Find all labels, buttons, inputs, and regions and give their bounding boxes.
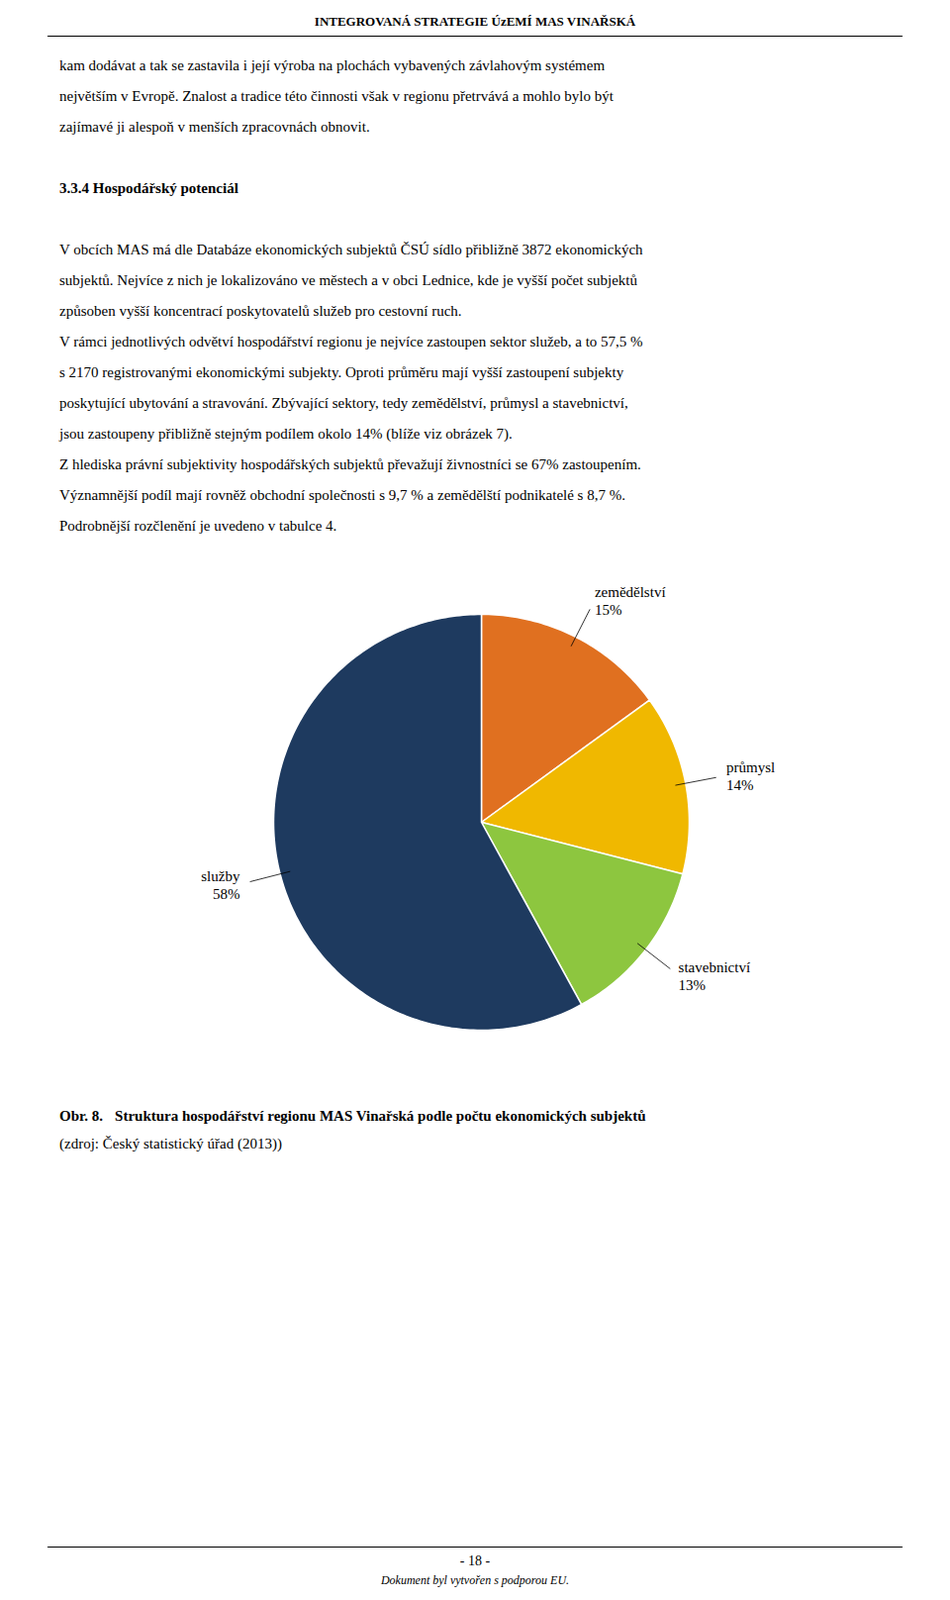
html-text:Struktura hospodářství regionu: Struktura hospodářství regionu MAS Vinař… bbox=[114, 1107, 646, 1124]
html-text:Významnější podíl mají rovněž: Významnější podíl mají rovněž obchodní s… bbox=[59, 486, 626, 503]
html-text:- 18 -: - 18 - bbox=[459, 1552, 491, 1568]
html-text:V obcích MAS má dle Databáze e: V obcích MAS má dle Databáze ekonomickýc… bbox=[59, 241, 643, 258]
html-text:Z hlediska právní subjektivity: Z hlediska právní subjektivity hospodářs… bbox=[59, 456, 642, 473]
html-text:Dokument byl vytvořen s podpor: Dokument byl vytvořen s podporou EU. bbox=[380, 1572, 570, 1587]
html-text:subjektů. Nejvíce z nich je lo: subjektů. Nejvíce z nich je lokalizováno… bbox=[59, 272, 638, 288]
html-text:kam dodávat a tak se zastavila: kam dodávat a tak se zastavila i její vý… bbox=[59, 57, 605, 74]
html-text:INTEGROVANÁ STRATEGIE ÚzEMÍ MA: INTEGROVANÁ STRATEGIE ÚzEMÍ MAS VINAŘSKÁ bbox=[314, 13, 636, 29]
html-text:způsoben vyšší koncentrací pos: způsoben vyšší koncentrací poskytovatelů… bbox=[59, 302, 462, 319]
svg-text:služby58%: služby58% bbox=[200, 867, 241, 902]
html-text:Obr. 8.: Obr. 8. bbox=[59, 1107, 103, 1124]
svg-text:stavebnictví13%: stavebnictví13% bbox=[678, 958, 751, 993]
html-text:3.3.4 Hospodářský potenciál: 3.3.4 Hospodářský potenciál bbox=[59, 180, 239, 196]
html-text:s 2170 registrovanými ekonomic: s 2170 registrovanými ekonomickými subje… bbox=[59, 364, 624, 380]
html-text:poskytující ubytování a stravo: poskytující ubytování a stravování. Zbýv… bbox=[59, 394, 629, 411]
html-text:(zdroj: Český statistický úřad: (zdroj: Český statistický úřad (2013)) bbox=[59, 1135, 283, 1151]
html-text:největším v Evropě. Znalost a: největším v Evropě. Znalost a tradice té… bbox=[59, 88, 614, 104]
svg-text:průmysl14%: průmysl14% bbox=[726, 759, 775, 793]
html-text:V rámci jednotlivých odvětví h: V rámci jednotlivých odvětví hospodářstv… bbox=[59, 333, 643, 350]
svg-text:zemědělství15%: zemědělství15% bbox=[594, 583, 666, 618]
html-text:jsou zastoupeny přibližně stej: jsou zastoupeny přibližně stejným podíle… bbox=[59, 425, 513, 442]
html-text:zajímavé ji alespoň v menších: zajímavé ji alespoň v menších zpracovnác… bbox=[59, 118, 370, 135]
html-text:Podrobnější rozčlenění je uved: Podrobnější rozčlenění je uvedeno v tabu… bbox=[59, 517, 337, 534]
